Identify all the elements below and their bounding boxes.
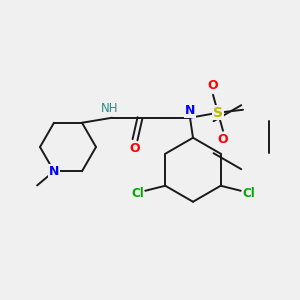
Text: N: N: [49, 165, 59, 178]
Text: N: N: [185, 104, 195, 117]
Text: O: O: [130, 142, 140, 155]
Text: S: S: [213, 106, 223, 120]
Text: Cl: Cl: [131, 187, 144, 200]
Text: O: O: [218, 133, 228, 146]
Text: NH: NH: [101, 102, 119, 115]
Text: Cl: Cl: [242, 187, 255, 200]
Text: O: O: [208, 79, 218, 92]
